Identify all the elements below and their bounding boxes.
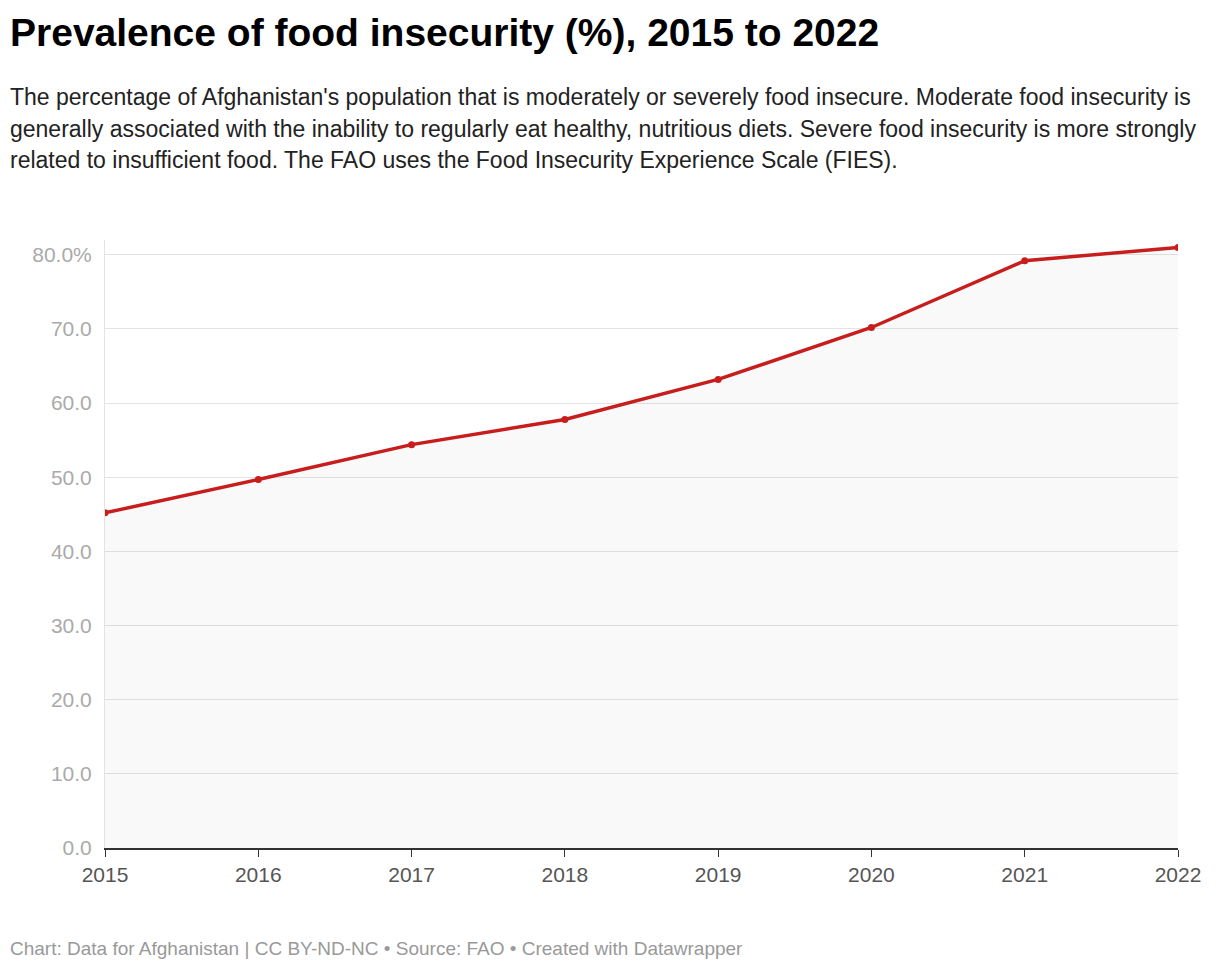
svg-text:2018: 2018 [542, 863, 589, 886]
html-text:Chart: Data for Afghanistan |: Chart: Data for Afghanistan | CC BY-ND-N… [10, 938, 743, 959]
svg-text:2017: 2017 [388, 863, 435, 886]
svg-text:40.0: 40.0 [51, 540, 92, 563]
svg-text:80.0%: 80.0% [32, 243, 92, 266]
svg-text:50.0: 50.0 [51, 466, 92, 489]
html-text:Prevalence of food insecurity: Prevalence of food insecurity (%), 2015 … [10, 11, 880, 54]
svg-text:2020: 2020 [848, 863, 895, 886]
svg-text:20.0: 20.0 [51, 688, 92, 711]
svg-text:60.0: 60.0 [51, 391, 92, 414]
svg-text:0.0: 0.0 [63, 836, 92, 859]
svg-text:10.0: 10.0 [51, 762, 92, 785]
html-text:The percentage of Afghanistan': The percentage of Afghanistan's populati… [10, 84, 1196, 174]
svg-text:2019: 2019 [695, 863, 742, 886]
svg-text:2015: 2015 [82, 863, 129, 886]
svg-text:2022: 2022 [1155, 863, 1202, 886]
svg-text:30.0: 30.0 [51, 614, 92, 637]
svg-text:2016: 2016 [235, 863, 282, 886]
svg-text:70.0: 70.0 [51, 317, 92, 340]
svg-text:2021: 2021 [1001, 863, 1048, 886]
